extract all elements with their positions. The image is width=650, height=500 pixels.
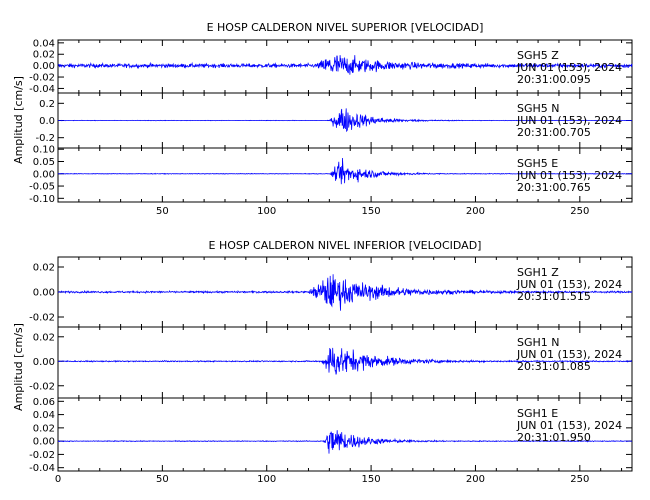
- station-info-line: JUN 01 (153), 2024: [516, 278, 622, 291]
- y-tick-label: 0.05: [33, 157, 55, 168]
- waveform-trace: [57, 157, 633, 185]
- station-info-line: 20:31:01.085: [517, 360, 591, 373]
- station-info-line: JUN 01 (153), 2024: [516, 348, 622, 361]
- station-info-line: SGH5 N: [517, 102, 560, 115]
- y-tick-label: 0.10: [33, 145, 55, 156]
- y-tick-label: -0.04: [29, 463, 55, 474]
- y-tick-label: 0.00: [33, 169, 55, 180]
- y-tick-label: 0.02: [33, 50, 55, 61]
- y-tick-label: 0.04: [33, 410, 55, 421]
- y-tick-label: 0.00: [33, 61, 55, 72]
- chart-title: E HOSP CALDERON NIVEL SUPERIOR [VELOCIDA…: [207, 21, 484, 34]
- y-axis-label: Amplitud [cm/s]: [12, 323, 25, 411]
- x-tick-label: 0: [55, 474, 61, 485]
- y-tick-label: -0.05: [29, 182, 55, 193]
- station-info-line: SGH1 Z: [517, 266, 559, 279]
- station-info-line: JUN 01 (153), 2024: [516, 419, 622, 432]
- y-tick-label: 0.00: [33, 288, 55, 299]
- station-info-line: 20:31:01.950: [517, 431, 591, 444]
- waveform-trace: [57, 274, 633, 311]
- x-tick-label: 200: [466, 474, 485, 485]
- station-info-line: SGH1 N: [517, 336, 560, 349]
- panel-frame: [57, 147, 633, 203]
- y-tick-label: 0.02: [33, 332, 55, 343]
- station-info-line: SGH5 Z: [517, 49, 559, 62]
- y-tick-label: -0.2: [35, 133, 55, 144]
- y-tick-label: -0.02: [29, 381, 55, 392]
- x-tick-label: 150: [362, 206, 381, 217]
- x-tick-label: 250: [570, 474, 589, 485]
- station-info-line: JUN 01 (153), 2024: [516, 114, 622, 127]
- x-tick-label: 50: [156, 474, 169, 485]
- chart-1: E HOSP CALDERON NIVEL SUPERIOR [VELOCIDA…: [12, 21, 633, 217]
- chart-title: E HOSP CALDERON NIVEL INFERIOR [VELOCIDA…: [209, 239, 482, 252]
- x-tick-label: 250: [570, 206, 589, 217]
- station-info-line: 20:31:00.765: [517, 181, 591, 194]
- chart-2: E HOSP CALDERON NIVEL INFERIOR [VELOCIDA…: [12, 239, 633, 485]
- y-tick-label: -0.04: [29, 84, 55, 95]
- y-axis-label: Amplitud [cm/s]: [12, 76, 25, 164]
- y-tick-label: 0.02: [33, 423, 55, 434]
- x-tick-label: 50: [156, 206, 169, 217]
- waveform-trace: [57, 430, 633, 454]
- y-tick-label: -0.02: [29, 73, 55, 84]
- y-tick-label: 0.00: [33, 437, 55, 448]
- station-info-line: JUN 01 (153), 2024: [516, 169, 622, 182]
- station-info-line: 20:31:00.095: [517, 73, 591, 86]
- y-tick-label: 0.00: [33, 357, 55, 368]
- y-tick-label: 0.04: [33, 38, 55, 49]
- waveform-trace: [57, 55, 633, 75]
- station-info-line: 20:31:01.515: [517, 290, 591, 303]
- y-tick-label: 0.0: [39, 116, 55, 127]
- y-tick-label: 0.02: [33, 263, 55, 274]
- y-tick-label: -0.10: [29, 194, 55, 205]
- station-info-line: SGH5 E: [517, 157, 558, 170]
- y-tick-label: 0.06: [33, 397, 55, 408]
- x-tick-label: 150: [362, 474, 381, 485]
- y-tick-label: 0.2: [39, 99, 55, 110]
- panel-frame: [57, 397, 633, 472]
- y-tick-label: -0.02: [29, 313, 55, 324]
- x-tick-label: 200: [466, 206, 485, 217]
- y-tick-label: -0.02: [29, 450, 55, 461]
- x-tick-label: 100: [257, 474, 276, 485]
- waveform-trace: [57, 108, 633, 133]
- x-tick-label: 100: [257, 206, 276, 217]
- station-info-line: 20:31:00.705: [517, 126, 591, 139]
- waveform-trace: [57, 347, 633, 375]
- station-info-line: JUN 01 (153), 2024: [516, 61, 622, 74]
- station-info-line: SGH1 E: [517, 407, 558, 420]
